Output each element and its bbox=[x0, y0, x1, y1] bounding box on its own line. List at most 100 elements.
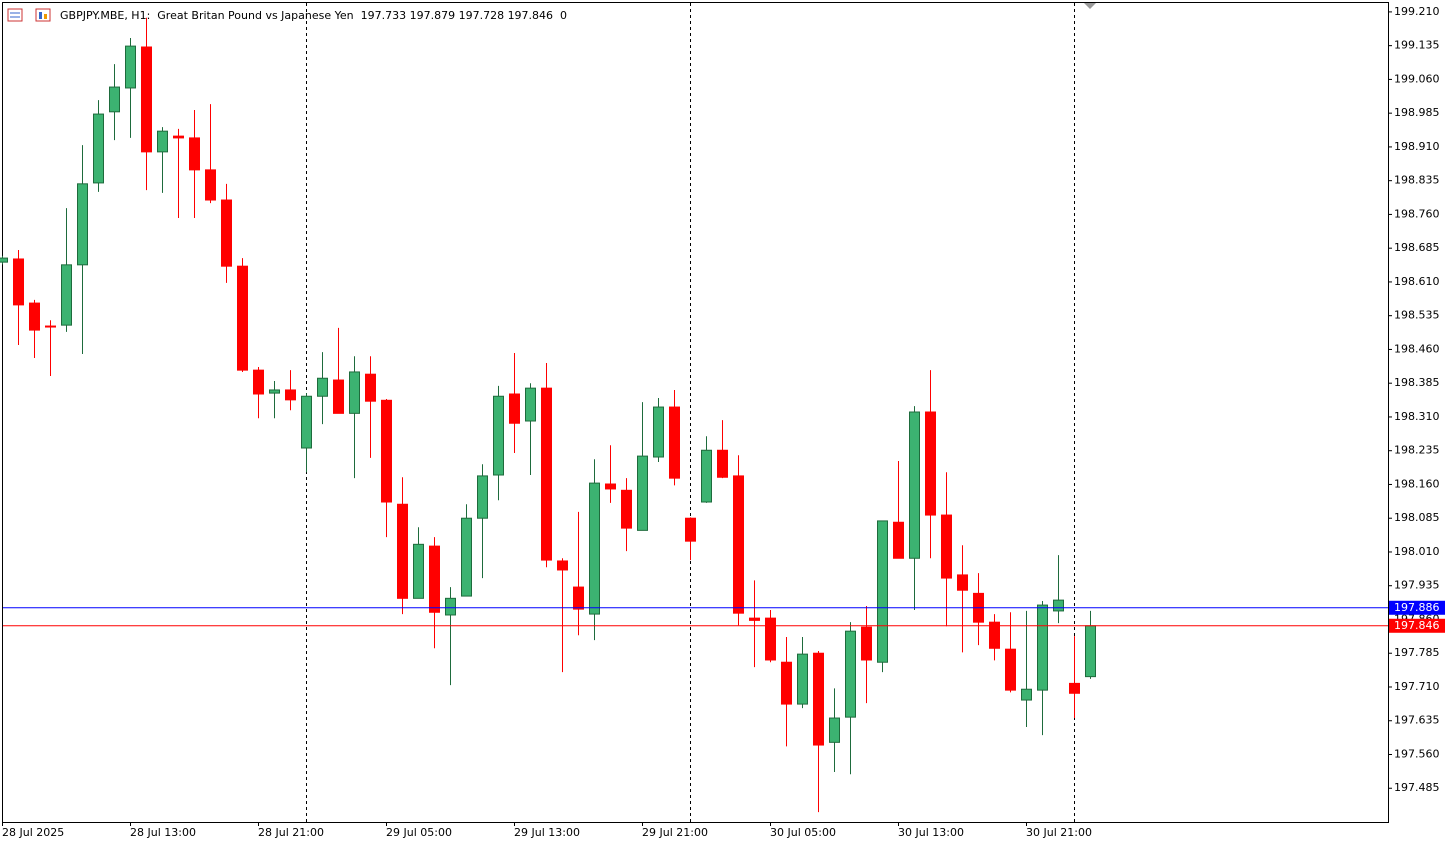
candle-body bbox=[45, 325, 56, 328]
candle-body bbox=[813, 652, 824, 746]
candle-body bbox=[365, 373, 376, 402]
candle-body bbox=[557, 560, 568, 571]
candle-body bbox=[301, 395, 312, 449]
x-tick-label: 29 Jul 21:00 bbox=[642, 826, 708, 839]
plot bbox=[0, 17, 1096, 813]
y-tick-label: 198.235 bbox=[1394, 444, 1440, 457]
y-tick-label: 197.485 bbox=[1394, 781, 1440, 794]
y-tick-label: 198.010 bbox=[1394, 545, 1440, 558]
y-tick-label: 198.610 bbox=[1394, 275, 1440, 288]
chart-title: GBPJPY.MBE, H1: Great Britan Pound vs Ja… bbox=[60, 9, 567, 22]
candle-body bbox=[621, 489, 632, 529]
candle-body bbox=[573, 586, 584, 610]
candle-body bbox=[253, 369, 264, 395]
candle-body bbox=[685, 517, 696, 542]
candle-body bbox=[637, 455, 648, 531]
candle-body bbox=[893, 521, 904, 559]
candle-body bbox=[1037, 604, 1048, 691]
y-tick-label: 198.685 bbox=[1394, 241, 1440, 254]
candle-body bbox=[93, 113, 104, 184]
candle-body bbox=[989, 621, 1000, 649]
candle-body bbox=[125, 45, 136, 89]
candle-body bbox=[733, 475, 744, 614]
price-label: 197.886 bbox=[1394, 601, 1440, 614]
x-tick-label: 30 Jul 13:00 bbox=[898, 826, 964, 839]
x-tick-label: 28 Jul 21:00 bbox=[258, 826, 324, 839]
candle-body bbox=[205, 169, 216, 201]
candle-body bbox=[189, 137, 200, 171]
candle-body bbox=[77, 183, 88, 266]
candle-body bbox=[445, 597, 456, 616]
y-tick-label: 199.060 bbox=[1394, 72, 1440, 85]
icon bbox=[35, 8, 51, 22]
candle-body bbox=[957, 574, 968, 591]
y-tick-label: 198.460 bbox=[1394, 342, 1440, 355]
candle-body bbox=[525, 387, 536, 422]
y-tick-label: 197.710 bbox=[1394, 680, 1440, 693]
candle-body bbox=[237, 265, 248, 371]
candle-body bbox=[909, 411, 920, 559]
candle-body bbox=[381, 399, 392, 503]
y-tick-label: 198.160 bbox=[1394, 477, 1440, 490]
candle-body bbox=[173, 135, 184, 139]
candle-body bbox=[13, 258, 24, 306]
y-tick-label: 199.135 bbox=[1394, 39, 1440, 52]
candle-body bbox=[349, 371, 360, 414]
y-tick-label: 198.760 bbox=[1394, 207, 1440, 220]
candle-body bbox=[781, 661, 792, 705]
x-tick-label: 30 Jul 05:00 bbox=[770, 826, 836, 839]
candle-body bbox=[829, 717, 840, 743]
shift-marker bbox=[1084, 3, 1096, 9]
candle-body bbox=[221, 199, 232, 267]
y-tick-label: 198.985 bbox=[1394, 106, 1440, 119]
candle-body bbox=[413, 543, 424, 599]
price-label: 197.846 bbox=[1394, 619, 1440, 632]
x-tick-label: 29 Jul 05:00 bbox=[386, 826, 452, 839]
candle-body bbox=[1069, 682, 1080, 694]
candle-body bbox=[141, 46, 152, 153]
x-tick-label: 28 Jul 13:00 bbox=[130, 826, 196, 839]
candle-body bbox=[397, 503, 408, 599]
candle-body bbox=[157, 130, 168, 153]
candle-body bbox=[1085, 625, 1096, 678]
price-label-bg bbox=[1389, 618, 1445, 633]
y-tick-label: 197.560 bbox=[1394, 747, 1440, 760]
candle-body bbox=[1053, 599, 1064, 612]
candle-body bbox=[1021, 688, 1032, 701]
candle-body bbox=[461, 517, 472, 597]
candle-body bbox=[749, 617, 760, 621]
candle-body bbox=[269, 389, 280, 394]
x-tick-label: 29 Jul 13:00 bbox=[514, 826, 580, 839]
icon bbox=[7, 8, 23, 22]
candle-body bbox=[509, 393, 520, 424]
icon bbox=[44, 14, 47, 19]
candle-body bbox=[333, 379, 344, 414]
candle-body bbox=[109, 86, 120, 113]
candle-body bbox=[941, 514, 952, 579]
candle-body bbox=[845, 630, 856, 718]
y-tick-label: 198.835 bbox=[1394, 174, 1440, 187]
candle-body bbox=[1005, 648, 1016, 691]
candle-body bbox=[61, 264, 72, 326]
candle-body bbox=[605, 483, 616, 490]
price-label-bg bbox=[1389, 600, 1445, 615]
y-tick-label: 198.085 bbox=[1394, 511, 1440, 524]
candle-body bbox=[317, 377, 328, 397]
candle-body bbox=[477, 475, 488, 519]
candle-body bbox=[0, 257, 8, 263]
candle-body bbox=[285, 389, 296, 401]
x-tick-label: 28 Jul 2025 bbox=[2, 826, 64, 839]
y-tick-label: 198.385 bbox=[1394, 376, 1440, 389]
y-tick-label: 197.935 bbox=[1394, 579, 1440, 592]
candle-body bbox=[669, 406, 680, 479]
candle-body bbox=[877, 520, 888, 663]
y-tick-label: 198.535 bbox=[1394, 309, 1440, 322]
candle-body bbox=[429, 545, 440, 613]
icon bbox=[39, 12, 42, 19]
candle-body bbox=[541, 387, 552, 561]
y-tick-label: 198.910 bbox=[1394, 140, 1440, 153]
y-tick-label: 197.785 bbox=[1394, 646, 1440, 659]
candle-body bbox=[925, 411, 936, 516]
